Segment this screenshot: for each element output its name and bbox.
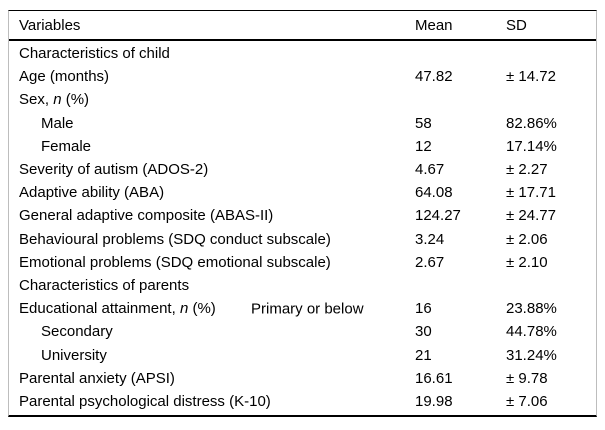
table-row: Emotional problems (SDQ emotional subsca… bbox=[9, 251, 596, 274]
mean-value: 47.82 bbox=[415, 68, 453, 86]
variable-label: Behavioural problems (SDQ conduct subsca… bbox=[9, 231, 415, 248]
variable-label: University bbox=[9, 347, 415, 364]
sd-value: 23.88% bbox=[506, 300, 557, 318]
variable-label-text: Characteristics of child bbox=[19, 45, 170, 63]
variable-label: Secondary bbox=[9, 323, 415, 340]
sd-value: ± 17.71 bbox=[506, 184, 556, 202]
variable-sub-label: Primary or below bbox=[251, 300, 364, 318]
variable-label-text: University bbox=[41, 346, 107, 364]
sd-value: ± 7.06 bbox=[506, 392, 548, 410]
variable-label-suffix: (%) bbox=[188, 300, 216, 318]
variable-label-text: Emotional problems (SDQ emotional subsca… bbox=[19, 253, 331, 271]
sd-value: ± 14.72 bbox=[506, 68, 556, 86]
variable-label: Characteristics of child bbox=[9, 45, 415, 62]
sd-value: 31.24% bbox=[506, 346, 557, 364]
table-header-row: Variables Mean SD bbox=[9, 11, 596, 41]
descriptive-statistics-table: Variables Mean SD Characteristics of chi… bbox=[8, 10, 597, 417]
mean-value: 3.24 bbox=[415, 230, 445, 248]
variable-label: Adaptive ability (ABA) bbox=[9, 184, 415, 201]
variable-label-suffix: (%) bbox=[61, 91, 90, 109]
mean-value: 16.61 bbox=[415, 369, 453, 387]
variable-label: Age (months) bbox=[9, 68, 415, 85]
mean-value: 19.98 bbox=[415, 392, 453, 410]
variable-label: Characteristics of parents bbox=[9, 277, 415, 294]
variable-label: General adaptive composite (ABAS-II) bbox=[9, 207, 415, 224]
variable-label-text: Age (months) bbox=[19, 68, 110, 86]
variable-label: Female bbox=[9, 138, 415, 155]
sd-value: 44.78% bbox=[506, 323, 557, 341]
sd-value: ± 2.06 bbox=[506, 230, 548, 248]
table-row: Adaptive ability (ABA) 64.08 ± 17.71 bbox=[9, 181, 596, 204]
mean-value: 2.67 bbox=[415, 253, 445, 271]
sd-value: ± 24.77 bbox=[506, 207, 556, 225]
variable-label-text: Female bbox=[41, 137, 92, 155]
table-row: Sex, n (%) bbox=[9, 88, 596, 111]
table-row: Secondary 30 44.78% bbox=[9, 320, 596, 343]
mean-value: 124.27 bbox=[415, 207, 461, 225]
variable-label: Severity of autism (ADOS-2) bbox=[9, 161, 415, 178]
sd-value: ± 2.27 bbox=[506, 161, 548, 179]
variable-label-text: Adaptive ability (ABA) bbox=[19, 184, 165, 202]
table-row: General adaptive composite (ABAS-II) 124.… bbox=[9, 204, 596, 227]
mean-value: 58 bbox=[415, 114, 432, 132]
sd-value: 82.86% bbox=[506, 114, 557, 132]
variable-label-text: Behavioural problems (SDQ conduct subsca… bbox=[19, 230, 331, 248]
variable-label: Male bbox=[9, 115, 415, 132]
variable-label: Educational attainment, n (%) Primary or … bbox=[9, 300, 415, 317]
variable-label-text: Male bbox=[41, 114, 74, 132]
variable-label-text: Secondary bbox=[41, 323, 113, 341]
table-row: University 21 31.24% bbox=[9, 343, 596, 366]
variable-label: Parental anxiety (APSI) bbox=[9, 370, 415, 387]
variable-label-text: Characteristics of parents bbox=[19, 276, 190, 294]
section-row: Characteristics of parents bbox=[9, 274, 596, 297]
variable-label: Sex, n (%) bbox=[9, 91, 415, 108]
table-row: Educational attainment, n (%) Primary or … bbox=[9, 297, 596, 320]
table-body: Characteristics of child Age (months) 47.8… bbox=[9, 41, 596, 415]
mean-value: 12 bbox=[415, 137, 432, 155]
mean-value: 30 bbox=[415, 323, 432, 341]
table-row: Female 12 17.14% bbox=[9, 135, 596, 158]
mean-value: 4.67 bbox=[415, 161, 445, 179]
variable-label-text: Educational attainment, bbox=[19, 300, 180, 318]
table-row: Age (months) 47.82 ± 14.72 bbox=[9, 65, 596, 88]
variable-label-text: Sex, bbox=[19, 91, 54, 109]
variable-label-italic-n: n bbox=[53, 91, 62, 109]
sd-value: ± 9.78 bbox=[506, 369, 548, 387]
variable-label: Emotional problems (SDQ emotional subsca… bbox=[9, 254, 415, 271]
table-row: Parental psychological distress (K-10) 19… bbox=[9, 390, 596, 413]
table-row: Male 58 82.86% bbox=[9, 112, 596, 135]
column-header-sd: SD bbox=[506, 16, 527, 34]
variable-label-text: Parental psychological distress (K-10) bbox=[19, 392, 271, 410]
mean-value: 64.08 bbox=[415, 184, 453, 202]
section-row: Characteristics of child bbox=[9, 42, 596, 65]
mean-value: 16 bbox=[415, 300, 432, 318]
mean-value: 21 bbox=[415, 346, 432, 364]
column-header-mean: Mean bbox=[415, 16, 453, 34]
variable-label-text: Parental anxiety (APSI) bbox=[19, 369, 175, 387]
column-header-variables: Variables bbox=[19, 16, 81, 34]
variable-label-italic-n: n bbox=[179, 300, 189, 318]
table-row: Severity of autism (ADOS-2) 4.67 ± 2.27 bbox=[9, 158, 596, 181]
table-row: Behavioural problems (SDQ conduct subsca… bbox=[9, 228, 596, 251]
sd-value: ± 2.10 bbox=[506, 253, 548, 271]
variable-label-text: Severity of autism (ADOS-2) bbox=[19, 161, 209, 179]
sd-value: 17.14% bbox=[506, 137, 557, 155]
table-row: Parental anxiety (APSI) 16.61 ± 9.78 bbox=[9, 367, 596, 390]
variable-label: Parental psychological distress (K-10) bbox=[9, 393, 415, 410]
variable-label-text: General adaptive composite (ABAS-II) bbox=[19, 207, 274, 225]
